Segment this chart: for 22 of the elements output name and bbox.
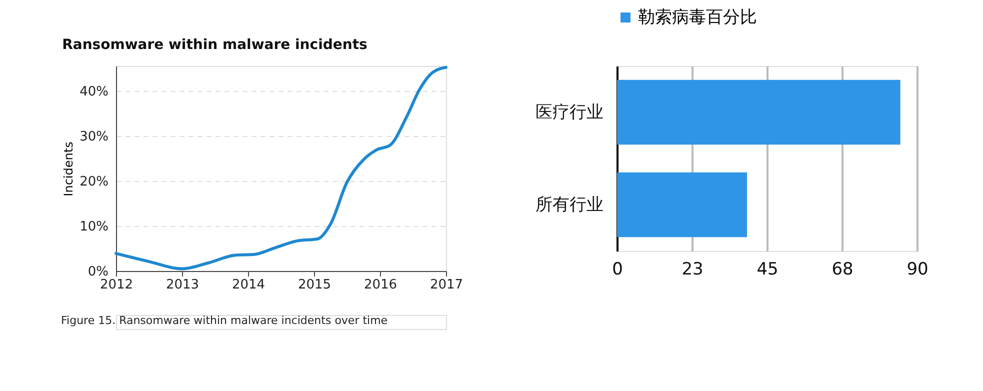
y-tick-label: 医疗行业 [536,102,604,122]
x-tick-label: 2017 [430,278,464,292]
x-tick-label: 2012 [100,278,134,292]
chart-title: Ransomware within malware incidents [62,36,368,53]
legend-label: 勒索病毒百分比 [638,8,757,28]
x-tick-label: 2013 [166,278,200,292]
x-tick-label: 68 [832,260,854,280]
y-tick-label: 0% [88,264,108,280]
y-tick-label: 20% [80,174,108,190]
y-axis-title: Incidents [62,142,76,196]
x-tick-label: 2015 [298,278,332,292]
x-tick-label: 2014 [232,278,266,292]
y-tick-label: 10% [80,219,108,234]
x-tick-label: 2016 [364,278,398,292]
caption: Figure 15. Ransomware within malware incidents over time [61,314,388,327]
x-tick-label: 90 [906,260,928,280]
x-tick-label: 45 [756,260,778,280]
y-tick-label: 30% [80,129,108,144]
y-tick-label: 所有行业 [536,194,604,215]
x-tick-label: 0 [612,260,623,280]
x-tick-label: 23 [682,260,704,280]
y-tick-label: 40% [80,84,108,100]
